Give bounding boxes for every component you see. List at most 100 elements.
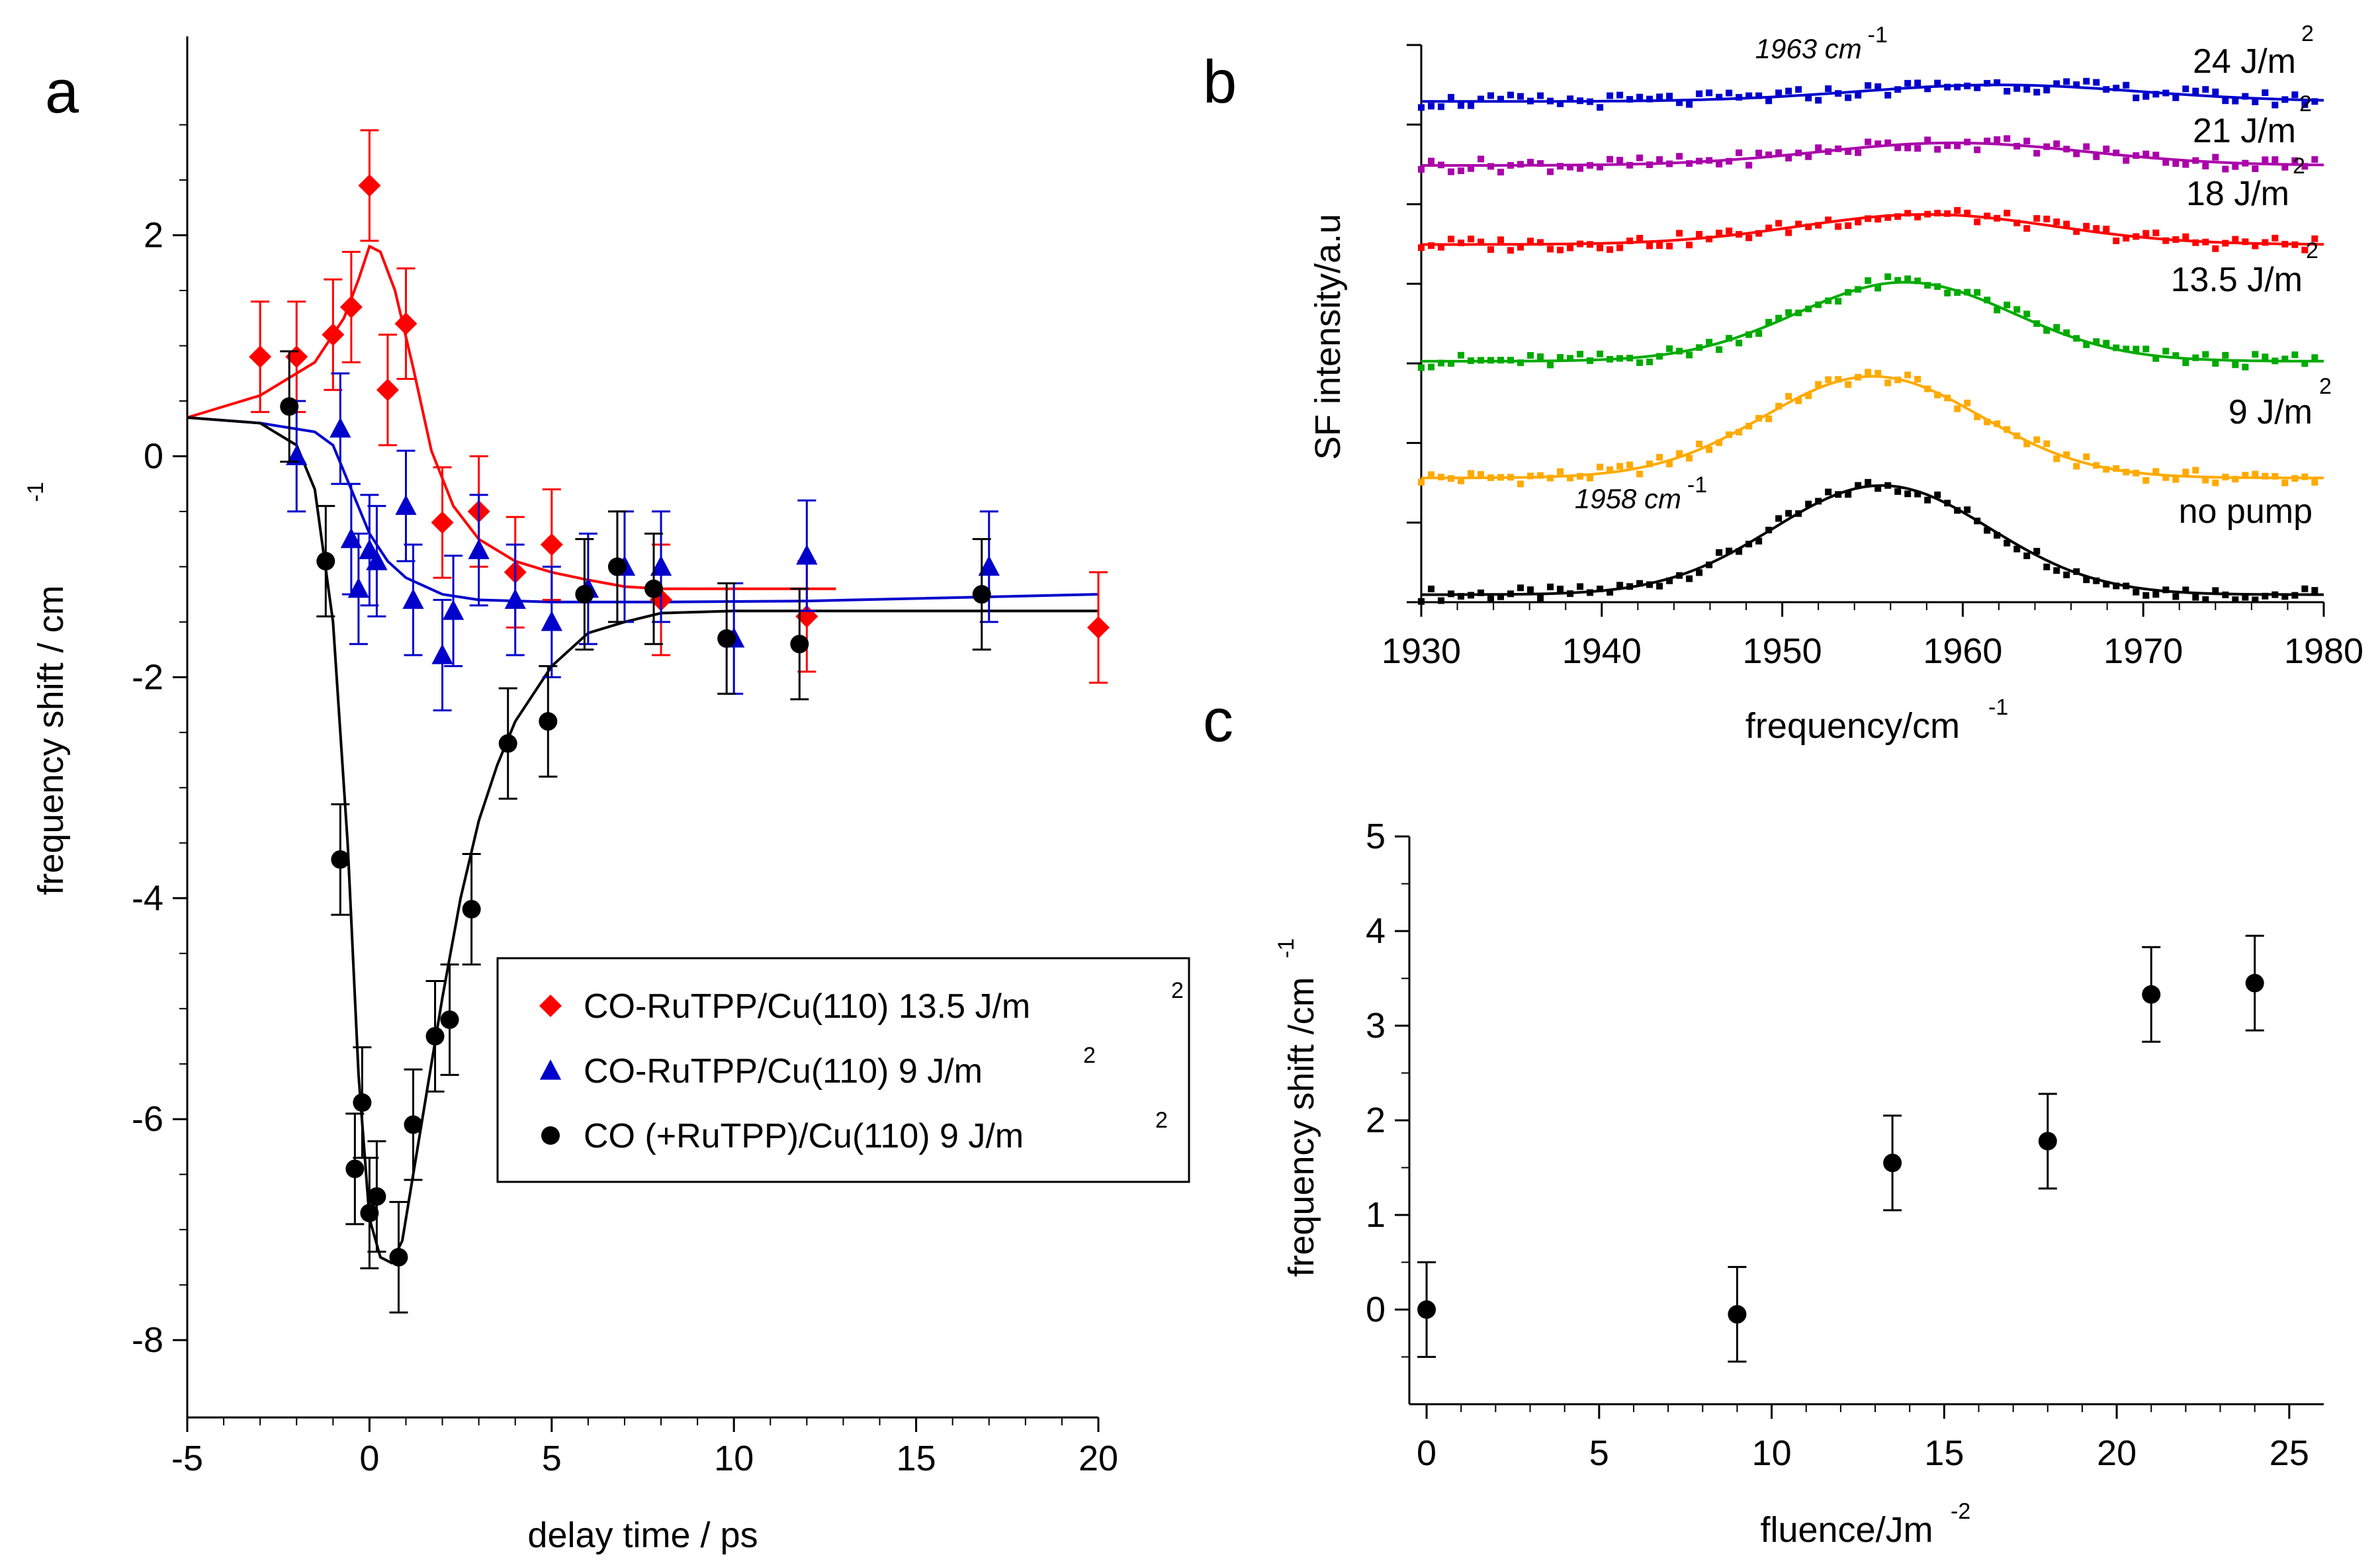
panel-a-point-1 bbox=[330, 417, 351, 438]
panel-b-data-point-2 bbox=[2023, 310, 2031, 318]
panel-b-data-point-3 bbox=[1716, 230, 1723, 237]
panel-b-data-point-0 bbox=[1497, 593, 1505, 600]
panel-b-data-point-3 bbox=[1805, 223, 1812, 230]
panel-b-data-point-4 bbox=[2083, 143, 2090, 150]
panel-b-data-point-2 bbox=[1914, 277, 1921, 285]
panel-b-data-point-2 bbox=[2004, 301, 2011, 308]
panel-b-data-point-5 bbox=[1487, 92, 1495, 99]
panel-b-data-point-3 bbox=[1865, 215, 1872, 222]
panel-b-data-point-5 bbox=[2271, 101, 2279, 109]
panel-b-data-point-2 bbox=[1438, 359, 1445, 367]
panel-b-data-point-2 bbox=[1795, 309, 1802, 316]
panel-a-point-1 bbox=[468, 539, 490, 559]
panel-b-data-point-4 bbox=[1616, 157, 1624, 164]
panel-b-data-point-4 bbox=[1974, 146, 1981, 154]
panel-b-data-point-1 bbox=[2073, 463, 2080, 470]
panel-b-data-point-2 bbox=[2172, 352, 2180, 359]
panel-b-data-point-2 bbox=[1448, 360, 1455, 367]
panel-b-data-point-0 bbox=[1815, 498, 1822, 505]
panel-b-data-point-4 bbox=[1726, 157, 1733, 165]
panel-a-x-title: delay time / ps bbox=[527, 1515, 758, 1555]
panel-letter-b: b bbox=[1203, 48, 1237, 116]
panel-b-trace-label-sup-5: 2 bbox=[2301, 21, 2314, 46]
panel-b-data-point-0 bbox=[2043, 563, 2050, 570]
panel-b-data-point-2 bbox=[1616, 355, 1624, 362]
panel-a-point-2 bbox=[575, 585, 594, 604]
panel-b-data-point-4 bbox=[2192, 157, 2199, 164]
panel-b-data-point-4 bbox=[2222, 165, 2229, 173]
panel-b-data-point-2 bbox=[2192, 354, 2199, 361]
panel-b-data-point-3 bbox=[1557, 246, 1564, 253]
panel-b-data-point-5 bbox=[2202, 86, 2209, 93]
panel-a-point-2 bbox=[440, 1010, 459, 1029]
panel-b-data-point-2 bbox=[1785, 309, 1792, 316]
panel-b-data-point-1 bbox=[2063, 451, 2070, 459]
panel-b-data-point-1 bbox=[1686, 455, 1693, 462]
panel-b-data-point-2 bbox=[2271, 357, 2279, 365]
panel-b-data-point-1 bbox=[2311, 478, 2318, 486]
panel-a-point-2 bbox=[280, 397, 299, 416]
panel-b-data-point-3 bbox=[1944, 210, 1951, 217]
panel-b-data-point-5 bbox=[2152, 91, 2160, 98]
panel-b-data-point-3 bbox=[2152, 229, 2160, 236]
panel-b-data-point-3 bbox=[2192, 239, 2199, 246]
panel-b-data-point-3 bbox=[1567, 244, 1574, 251]
panel-b-data-point-5 bbox=[2142, 93, 2150, 100]
panel-b-data-point-4 bbox=[1835, 145, 1842, 152]
panel-b-data-point-4 bbox=[2281, 163, 2289, 171]
panel-b-data-point-3 bbox=[1607, 246, 1614, 253]
panel-b-data-point-4 bbox=[1587, 161, 1594, 169]
panel-b-data-point-1 bbox=[1517, 480, 1524, 488]
panel-b-data-point-3 bbox=[1676, 230, 1683, 237]
panel-b-data-point-2 bbox=[1726, 335, 1733, 342]
panel-b-data-point-3 bbox=[2212, 245, 2219, 252]
panel-b-data-point-1 bbox=[1507, 474, 1515, 481]
panel-b-data-point-3 bbox=[2073, 228, 2080, 235]
panel-b-data-point-2 bbox=[1904, 275, 1912, 283]
panel-b-data-point-2 bbox=[1557, 354, 1564, 361]
panel-b-trace-label-sup-4: 2 bbox=[2299, 91, 2312, 116]
panel-b-data-point-1 bbox=[1626, 461, 1634, 469]
panel-b-data-point-0 bbox=[2142, 592, 2150, 599]
panel-b-data-point-3 bbox=[1468, 236, 1475, 243]
panel-b-y-title: SF intensity/a.u bbox=[1308, 214, 1348, 460]
panel-b-data-point-3 bbox=[1755, 230, 1763, 237]
panel-b-data-point-3 bbox=[1616, 244, 1624, 251]
panel-c-y-title-group: frequency shift /cm -1 bbox=[1274, 938, 1321, 1277]
panel-b-data-point-4 bbox=[1755, 150, 1763, 157]
panel-b-data-point-5 bbox=[2013, 85, 2021, 92]
panel-b-data-point-5 bbox=[1785, 87, 1792, 95]
panel-b-data-point-0 bbox=[1636, 580, 1644, 587]
panel-b-data-point-2 bbox=[1477, 357, 1485, 364]
panel-b-data-point-5 bbox=[2182, 85, 2189, 93]
panel-b-data-point-5 bbox=[1577, 97, 1584, 105]
panel-b-data-point-4 bbox=[1626, 161, 1634, 169]
panel-b-data-point-4 bbox=[1656, 156, 1663, 163]
panel-b-data-point-4 bbox=[2262, 156, 2269, 163]
panel-c-x-title-sup: -2 bbox=[1951, 1499, 1970, 1524]
panel-b-data-point-0 bbox=[1755, 537, 1763, 545]
panel-b-data-point-1 bbox=[1477, 470, 1485, 478]
panel-b-data-point-1 bbox=[1994, 420, 2001, 427]
panel-b-data-point-4 bbox=[2252, 165, 2259, 172]
panel-b-data-point-3 bbox=[1487, 246, 1495, 253]
panel-b-data-point-5 bbox=[1964, 82, 1971, 89]
panel-a-point-1 bbox=[978, 555, 1000, 576]
panel-a-point-2 bbox=[462, 899, 481, 918]
panel-b-data-point-0 bbox=[1537, 595, 1544, 602]
panel-b-data-point-5 bbox=[1696, 90, 1703, 97]
panel-b-data-point-2 bbox=[2242, 363, 2249, 371]
panel-b-data-point-4 bbox=[1736, 149, 1743, 156]
panel-b-data-point-0 bbox=[1825, 488, 1832, 496]
panel-b-data-point-2 bbox=[1517, 359, 1524, 367]
panel-b-data-point-4 bbox=[1775, 149, 1783, 156]
panel-a-legend-label-2: CO (+RuTPP)/Cu(110) 9 J/m bbox=[584, 1117, 1024, 1155]
panel-b-data-point-1 bbox=[2202, 476, 2209, 484]
panel-a-point-0 bbox=[394, 312, 418, 336]
panel-b-data-point-5 bbox=[2053, 80, 2060, 87]
panel-b-data-point-2 bbox=[2202, 351, 2209, 358]
panel-b-x-tick-label: 1960 bbox=[1923, 631, 2002, 671]
panel-b-data-point-2 bbox=[1716, 346, 1723, 353]
panel-b-data-point-5 bbox=[1775, 89, 1783, 97]
panel-b-data-point-5 bbox=[1507, 91, 1515, 99]
